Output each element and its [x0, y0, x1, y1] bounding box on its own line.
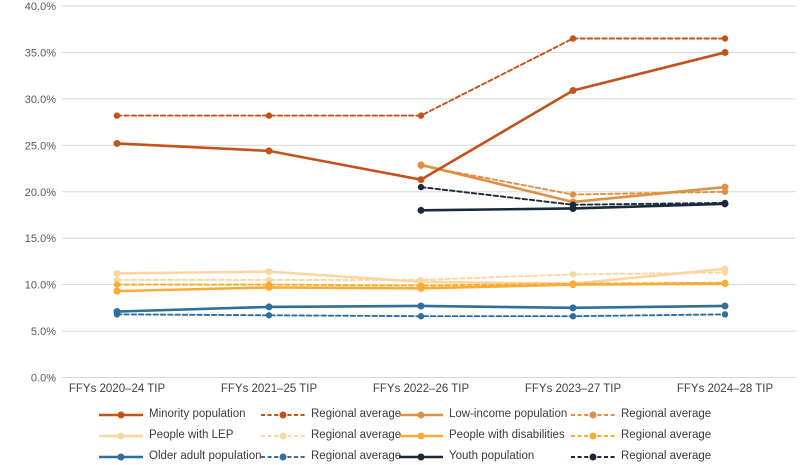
- x-tick-label: FFYs 2024–28 TIP: [677, 383, 774, 395]
- legend-label: Older adult population: [149, 449, 262, 462]
- legend-label: People with LEP: [149, 428, 234, 441]
- legend-label: Regional average: [311, 449, 402, 462]
- data-point: [265, 112, 273, 119]
- y-tick-label: 40.0%: [25, 1, 56, 13]
- legend-label: Regional average: [621, 407, 712, 420]
- legend-label: People with disabilities: [449, 428, 565, 441]
- y-tick-label: 25.0%: [25, 140, 56, 152]
- data-point: [569, 271, 577, 278]
- series-line-regional-average-1: [116, 37, 726, 117]
- data-point: [265, 268, 273, 276]
- legend-swatch-dashed-line-icon: [261, 411, 305, 418]
- legend-swatch-dashed-line-icon: [261, 453, 305, 460]
- data-point: [417, 282, 425, 289]
- legend-swatch-solid-line-icon: [399, 411, 443, 418]
- legend-item: Low-income population: [398, 407, 570, 421]
- legend-item: Older adult population: [98, 449, 262, 463]
- data-point: [721, 302, 729, 310]
- data-point: [721, 48, 729, 56]
- data-point: [569, 304, 577, 312]
- data-point: [417, 302, 425, 310]
- data-point: [265, 276, 273, 284]
- legend-item: Regional average: [570, 449, 742, 463]
- data-point: [569, 191, 577, 198]
- y-tick-label: 10.0%: [25, 280, 56, 292]
- legend-item: Minority population: [98, 407, 260, 421]
- data-point: [569, 313, 577, 320]
- data-point: [721, 183, 729, 191]
- y-tick-label: 0.0%: [31, 373, 56, 385]
- data-point: [265, 147, 273, 155]
- data-point: [721, 199, 729, 207]
- data-point: [113, 139, 121, 147]
- legend-swatch-solid-line-icon: [399, 432, 443, 439]
- legend: Minority population Regional average Low-i…: [98, 404, 742, 465]
- legend-item: Regional average: [260, 428, 402, 442]
- legend-item: Regional average: [570, 407, 742, 421]
- legend-label: Regional average: [621, 449, 712, 462]
- data-point: [265, 281, 273, 288]
- data-point: [113, 287, 121, 295]
- legend-item: People with LEP: [98, 428, 260, 442]
- legend-swatch-solid-line-icon: [99, 453, 143, 460]
- data-point: [113, 276, 121, 284]
- data-point: [417, 206, 425, 214]
- legend-swatch-dashed-line-icon: [571, 453, 615, 460]
- data-point: [417, 112, 425, 119]
- data-point: [721, 279, 729, 286]
- data-point: [569, 87, 577, 95]
- legend-item: Youth population: [398, 449, 570, 463]
- x-tick-label: FFYs 2021–25 TIP: [221, 383, 318, 395]
- legend-swatch-dashed-line-icon: [261, 432, 305, 439]
- data-point: [113, 281, 121, 288]
- line-chart: 0.0% 5.0% 10.0% 15.0% 20.0% 25.0% 30.0% 35.0% 40…: [25, 1, 796, 395]
- legend-label: Regional average: [311, 428, 402, 441]
- y-tick-label: 5.0%: [31, 326, 56, 338]
- legend-swatch-solid-line-icon: [399, 453, 443, 460]
- legend-label: Regional average: [621, 428, 712, 441]
- legend-label: Regional average: [311, 407, 402, 420]
- data-point: [265, 303, 273, 311]
- data-point: [417, 162, 425, 169]
- legend-swatch-dashed-line-icon: [571, 411, 615, 418]
- legend-swatch-solid-line-icon: [99, 432, 143, 439]
- legend-item: Regional average: [260, 449, 402, 463]
- data-point: [721, 188, 729, 195]
- data-point: [417, 176, 425, 184]
- data-point: [721, 35, 729, 42]
- y-tick-label: 20.0%: [25, 187, 56, 199]
- data-point: [113, 311, 121, 318]
- x-tick-label: FFYs 2022–26 TIP: [373, 383, 470, 395]
- data-point: [721, 269, 729, 276]
- data-point: [417, 183, 425, 191]
- legend-label: Low-income population: [449, 407, 568, 420]
- data-point: [569, 201, 577, 208]
- series-line-regional-average-3: [420, 164, 726, 196]
- legend-label: Youth population: [449, 449, 535, 462]
- y-tick-label: 30.0%: [25, 94, 56, 106]
- legend-label: Minority population: [149, 407, 246, 420]
- x-tick-label: FFYs 2020–24 TIP: [69, 383, 166, 395]
- data-point: [569, 280, 577, 287]
- data-point: [113, 112, 121, 119]
- data-point: [265, 312, 273, 319]
- y-tick-label: 15.0%: [25, 233, 56, 245]
- data-point: [569, 35, 577, 42]
- legend-item: People with disabilities: [398, 428, 570, 442]
- data-point: [417, 313, 425, 320]
- legend-swatch-solid-line-icon: [99, 411, 143, 418]
- data-point: [417, 276, 425, 284]
- data-point: [113, 269, 121, 277]
- x-tick-label: FFYs 2023–27 TIP: [525, 383, 622, 395]
- data-point: [721, 311, 729, 318]
- legend-swatch-dashed-line-icon: [571, 432, 615, 439]
- legend-item: Regional average: [260, 407, 402, 421]
- legend-item: Regional average: [570, 428, 742, 442]
- y-tick-label: 35.0%: [25, 47, 56, 59]
